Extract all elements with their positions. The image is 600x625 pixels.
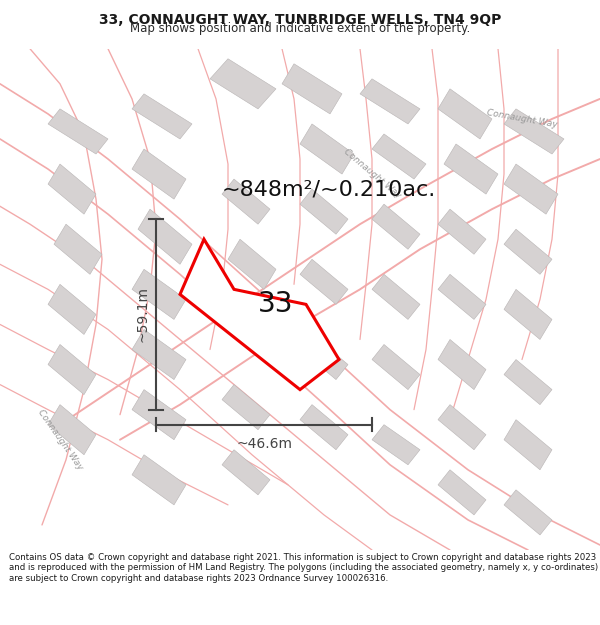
Polygon shape (222, 179, 270, 224)
Text: ~59.1m: ~59.1m (136, 286, 150, 342)
Polygon shape (48, 404, 96, 455)
Polygon shape (372, 425, 420, 465)
Polygon shape (504, 229, 552, 274)
Polygon shape (504, 359, 552, 404)
Text: Map shows position and indicative extent of the property.: Map shows position and indicative extent… (130, 22, 470, 34)
Polygon shape (132, 455, 186, 505)
Polygon shape (300, 259, 348, 304)
Polygon shape (438, 89, 492, 139)
Polygon shape (132, 329, 186, 379)
Polygon shape (54, 224, 102, 274)
Text: 33: 33 (258, 291, 294, 318)
Polygon shape (132, 389, 186, 440)
Polygon shape (210, 59, 276, 109)
Polygon shape (438, 274, 486, 319)
Polygon shape (222, 384, 270, 430)
Polygon shape (372, 274, 420, 319)
Text: 33, CONNAUGHT WAY, TUNBRIDGE WELLS, TN4 9QP: 33, CONNAUGHT WAY, TUNBRIDGE WELLS, TN4 … (99, 13, 501, 27)
Text: Connaught Way: Connaught Way (36, 408, 84, 472)
Polygon shape (228, 239, 276, 289)
Polygon shape (48, 164, 96, 214)
Polygon shape (222, 304, 270, 349)
Polygon shape (48, 284, 96, 334)
Polygon shape (504, 419, 552, 470)
Polygon shape (504, 289, 552, 339)
Polygon shape (132, 94, 192, 139)
Polygon shape (444, 144, 498, 194)
Polygon shape (132, 269, 186, 319)
Polygon shape (372, 204, 420, 249)
Polygon shape (438, 209, 486, 254)
Polygon shape (372, 134, 426, 179)
Polygon shape (372, 344, 420, 389)
Polygon shape (300, 334, 348, 379)
Polygon shape (180, 239, 339, 389)
Text: ~46.6m: ~46.6m (236, 437, 292, 451)
Polygon shape (438, 404, 486, 450)
Polygon shape (504, 490, 552, 535)
Polygon shape (138, 209, 192, 264)
Polygon shape (300, 124, 354, 174)
Text: Connaught Way: Connaught Way (486, 108, 558, 129)
Polygon shape (48, 344, 96, 394)
Polygon shape (48, 109, 108, 154)
Polygon shape (438, 339, 486, 389)
Text: Contains OS data © Crown copyright and database right 2021. This information is : Contains OS data © Crown copyright and d… (9, 552, 598, 582)
Polygon shape (504, 109, 564, 154)
Text: Connaught Way: Connaught Way (341, 148, 403, 201)
Polygon shape (132, 149, 186, 199)
Polygon shape (360, 79, 420, 124)
Polygon shape (438, 470, 486, 515)
Polygon shape (222, 450, 270, 495)
Text: ~848m²/~0.210ac.: ~848m²/~0.210ac. (222, 179, 436, 199)
Polygon shape (300, 404, 348, 450)
Polygon shape (504, 164, 558, 214)
Polygon shape (300, 189, 348, 234)
Polygon shape (282, 64, 342, 114)
